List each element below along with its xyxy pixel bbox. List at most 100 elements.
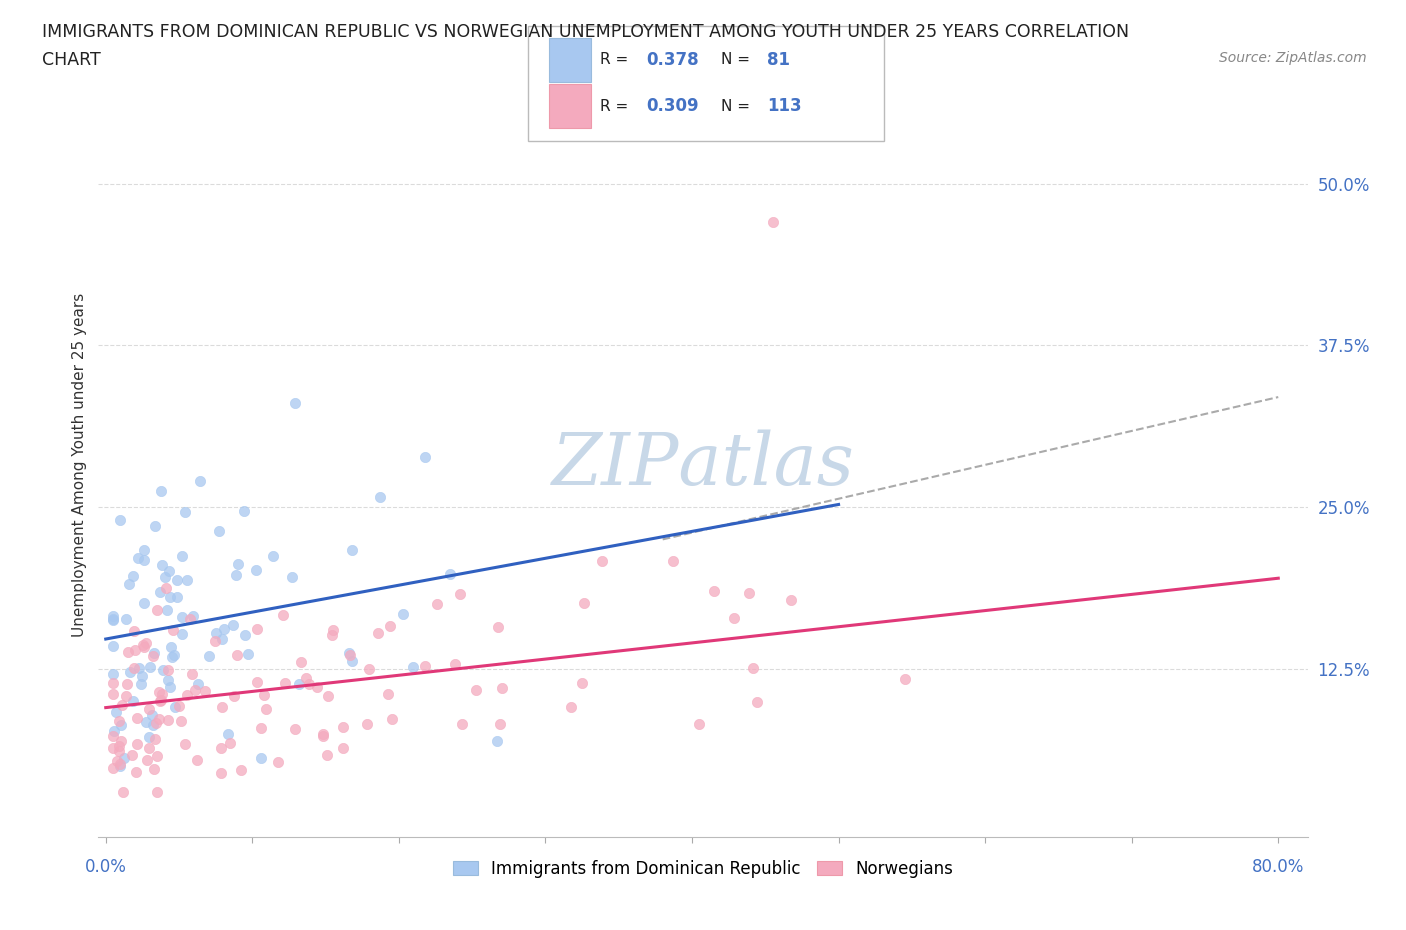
Point (181, 609, 204, 624)
Point (127, 711, 149, 725)
Point (127, 550, 149, 565)
Point (209, 741, 232, 756)
Point (174, 504, 197, 519)
Point (145, 715, 167, 730)
Point (148, 711, 170, 726)
Point (146, 748, 169, 763)
Point (443, 657, 465, 671)
Point (156, 672, 179, 687)
Point (138, 702, 160, 717)
Point (321, 627, 343, 642)
Point (118, 577, 141, 591)
Point (254, 701, 277, 716)
Point (122, 623, 145, 638)
Point (153, 570, 176, 585)
Point (159, 590, 181, 604)
Y-axis label: Unemployment Among Youth under 25 years: Unemployment Among Youth under 25 years (72, 293, 87, 637)
Point (132, 640, 155, 655)
Text: 0.0%: 0.0% (84, 857, 127, 876)
Point (143, 731, 166, 746)
Point (121, 569, 143, 584)
Point (101, 666, 124, 681)
Point (101, 638, 124, 653)
Point (233, 628, 256, 643)
Point (572, 596, 595, 611)
Point (221, 618, 243, 632)
Point (741, 660, 763, 675)
Point (142, 645, 165, 660)
Point (150, 686, 173, 701)
Point (332, 720, 354, 735)
Point (110, 734, 132, 749)
Point (465, 683, 488, 698)
Point (762, 215, 785, 230)
Text: R =: R = (600, 99, 633, 113)
Point (295, 671, 318, 685)
Point (134, 595, 156, 610)
Point (381, 711, 404, 726)
Point (253, 687, 276, 702)
Point (157, 564, 180, 578)
Point (281, 569, 304, 584)
Point (152, 662, 174, 677)
Point (167, 698, 190, 713)
Point (183, 683, 205, 698)
Point (174, 737, 197, 751)
Point (737, 585, 759, 600)
Point (155, 580, 177, 595)
Point (117, 644, 139, 659)
Point (135, 635, 157, 650)
Point (142, 718, 165, 733)
FancyBboxPatch shape (527, 26, 884, 141)
Point (108, 714, 131, 729)
Text: N =: N = (721, 52, 751, 67)
Point (169, 713, 191, 728)
Point (188, 473, 211, 488)
Point (150, 693, 173, 708)
Point (101, 675, 124, 690)
Point (166, 590, 188, 604)
Point (159, 679, 181, 694)
Point (107, 743, 129, 758)
Point (149, 484, 172, 498)
Point (163, 699, 186, 714)
Point (111, 698, 134, 712)
Point (209, 765, 232, 780)
Point (135, 714, 157, 729)
Point (284, 395, 307, 410)
Point (284, 722, 307, 737)
Point (124, 764, 146, 779)
Point (105, 753, 128, 768)
Point (225, 567, 247, 582)
Point (262, 549, 284, 564)
Point (176, 687, 198, 702)
Point (224, 689, 246, 704)
Point (316, 688, 339, 703)
Point (138, 740, 160, 755)
Point (315, 748, 337, 763)
Point (176, 573, 198, 588)
Point (245, 563, 267, 578)
Point (486, 619, 509, 634)
Point (402, 659, 425, 674)
Point (337, 645, 360, 660)
Point (392, 607, 415, 622)
Point (114, 688, 136, 703)
Point (267, 754, 290, 769)
Point (120, 665, 142, 680)
Point (141, 708, 163, 723)
Point (103, 724, 125, 738)
Point (181, 667, 204, 682)
Text: IMMIGRANTS FROM DOMINICAN REPUBLIC VS NORWEGIAN UNEMPLOYMENT AMONG YOUTH UNDER 2: IMMIGRANTS FROM DOMINICAN REPUBLIC VS NO… (42, 23, 1129, 41)
Point (101, 686, 124, 701)
Point (101, 609, 124, 624)
Point (245, 675, 267, 690)
Text: 0.309: 0.309 (647, 98, 699, 115)
Point (110, 718, 132, 733)
Point (489, 716, 512, 731)
Text: Source: ZipAtlas.com: Source: ZipAtlas.com (1219, 51, 1367, 65)
Point (204, 633, 226, 648)
Point (127, 737, 149, 751)
Point (132, 552, 155, 567)
Point (129, 676, 152, 691)
